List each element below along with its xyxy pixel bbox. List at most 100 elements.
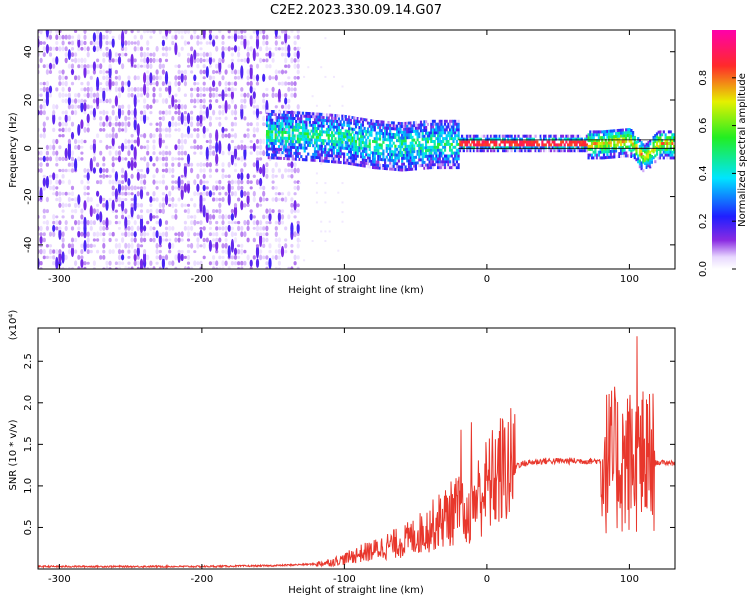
spectrogram-cell: [457, 148, 460, 152]
spectrogram-cell: [645, 148, 648, 152]
spectrogram-cell: [606, 141, 609, 145]
spectrogram-cell: [327, 151, 330, 155]
spectrogram-cell: [186, 132, 191, 139]
spectrogram-cell: [295, 146, 298, 150]
spectrogram-cell: [669, 153, 672, 157]
spectrogram-cell: [289, 111, 293, 114]
spectrogram-cell: [208, 75, 212, 81]
spectrogram-cell: [246, 237, 250, 243]
spectrogram-cell: [255, 63, 260, 69]
spectrogram-cell: [136, 191, 140, 197]
spectrogram-cell: [358, 160, 361, 164]
spectrogram-cell: [171, 242, 175, 249]
spectrogram-cell: [227, 214, 231, 220]
spectrogram-cell: [288, 128, 291, 132]
spectrogram-cell: [190, 116, 194, 121]
spectrogram-cell: [469, 134, 472, 138]
spectrogram-cell: [602, 153, 606, 157]
spectrogram-cell: [221, 226, 225, 231]
colorbar-ticks: 0.00.20.40.60.8: [698, 70, 736, 277]
spectrogram-cell: [136, 123, 140, 137]
spectrogram-cell: [190, 53, 194, 68]
spectrogram-cell: [373, 145, 376, 149]
spectrogram-cell: [114, 209, 118, 213]
spectrogram-cell: [334, 125, 337, 129]
spectrogram-cell: [105, 40, 109, 46]
spectrogram-cell: [510, 143, 513, 147]
spectrogram-cell: [55, 256, 59, 269]
spectrogram-cell: [331, 116, 334, 120]
spectrogram-cell: [139, 237, 144, 243]
spectrogram-cell: [647, 144, 650, 147]
spectrogram-cell: [287, 191, 291, 196]
spectrogram-cell: [89, 144, 93, 150]
spectrogram-cell: [310, 135, 313, 139]
spectrogram-cell: [259, 203, 263, 207]
spectrogram-cell: [64, 34, 68, 40]
spectrogram-cell: [406, 121, 409, 125]
spectrogram-cell: [102, 168, 106, 173]
spectrogram-cell: [435, 151, 438, 155]
spectrogram-cell: [139, 145, 144, 150]
spectrogram-cell: [597, 156, 600, 160]
spectrogram-cell: [539, 134, 542, 138]
spectrogram-cell: [143, 179, 147, 186]
spectrogram-cell: [433, 122, 436, 126]
spectrogram-cell: [215, 237, 219, 243]
spectrogram-cell: [39, 87, 43, 91]
spectrogram-cell: [329, 133, 332, 137]
spectrogram-cell: [312, 121, 315, 124]
spectrogram-cell: [286, 151, 289, 155]
spectrogram-cell: [42, 127, 46, 133]
spectrogram-cell: [265, 167, 269, 174]
spectrogram-cell: [614, 137, 618, 141]
spectrogram-cell: [233, 109, 238, 116]
spectrogram-cell: [592, 130, 595, 134]
spectrogram-cell: [230, 226, 234, 231]
spectrogram-cell: [186, 231, 191, 238]
spectrogram-cell: [322, 147, 325, 151]
spectrogram-cell: [452, 128, 455, 132]
spectrogram-cell: [221, 109, 225, 116]
spectrogram-cell: [419, 152, 423, 156]
spectrogram-cell: [233, 255, 238, 260]
spectrogram-cell: [212, 243, 216, 248]
spectrogram-cell: [161, 63, 165, 69]
spectrogram-cell: [249, 145, 253, 149]
spectrogram-cell: [117, 242, 122, 249]
spectrogram-cell: [67, 203, 71, 208]
spectrogram-cell: [227, 174, 231, 179]
spectrogram-cell: [454, 163, 457, 167]
spectrogram-cell: [64, 75, 68, 80]
spectrogram-cell: [349, 127, 352, 131]
spectrogram-cell: [287, 35, 291, 40]
spectrogram-cell: [92, 61, 96, 71]
spectrogram-cell: [442, 160, 445, 164]
spectrogram-cell: [161, 202, 165, 209]
spectrogram-cell: [164, 231, 169, 238]
spectrogram-cell: [259, 233, 263, 247]
spectrogram-cell: [281, 142, 284, 146]
spectrogram-cell: [609, 152, 612, 156]
spectrogram-cell: [597, 142, 600, 145]
spectrogram-cell: [363, 118, 366, 122]
spectrogram-cell: [164, 52, 169, 58]
spectrogram-cell: [628, 139, 631, 143]
spectrogram-cell: [315, 141, 318, 145]
spectrogram-cell: [394, 150, 397, 154]
spectrogram-cell: [325, 153, 329, 157]
spectrogram-cell: [174, 180, 178, 185]
spectrogram-cell: [252, 190, 256, 197]
spectrogram-cell: [493, 143, 496, 147]
spectrogram-cell: [413, 121, 416, 125]
spectrogram-cell: [279, 142, 282, 146]
spectrogram-cell: [498, 137, 501, 141]
spectrogram-cell: [99, 63, 103, 70]
spectrogram-cell: [307, 135, 310, 139]
spectrogram-cell: [618, 140, 621, 144]
spectrogram-cell: [199, 34, 203, 41]
spectrogram-cell: [70, 68, 75, 76]
spectrogram-cell: [404, 142, 407, 146]
spectrogram-cell: [402, 130, 405, 134]
spectrogram-cell: [313, 141, 317, 145]
